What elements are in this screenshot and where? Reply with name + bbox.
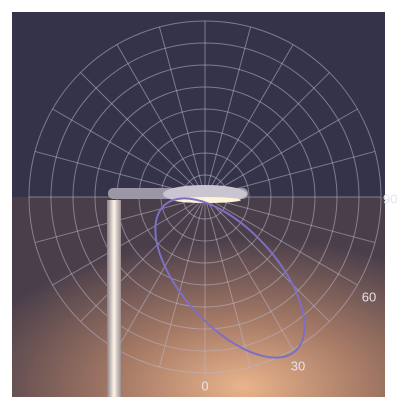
angle-label: 60 [362,289,376,304]
angle-label: 0 [201,378,208,393]
grid-spoke [116,196,206,350]
grid-spoke [204,196,252,368]
angle-label: 90 [383,191,397,206]
ground [12,197,385,397]
grid-spoke [204,26,252,198]
grid-spoke [52,108,206,198]
grid-spoke [116,44,206,198]
grid-spoke [204,72,330,198]
scene [12,12,385,397]
grid-spoke [158,26,206,198]
grid-spoke [204,196,376,244]
grid-spoke [80,72,206,198]
grid-spoke [204,196,358,286]
angle-label: 30 [291,358,305,373]
grid-spoke [204,196,294,350]
grid-spoke [158,196,206,368]
grid-spoke [80,196,206,322]
grid-spoke [204,196,330,322]
grid-spoke [52,196,206,286]
intensity-curve [154,197,306,359]
grid-spoke [204,108,358,198]
lamp-pole [107,200,121,397]
grid-spoke [204,44,294,198]
